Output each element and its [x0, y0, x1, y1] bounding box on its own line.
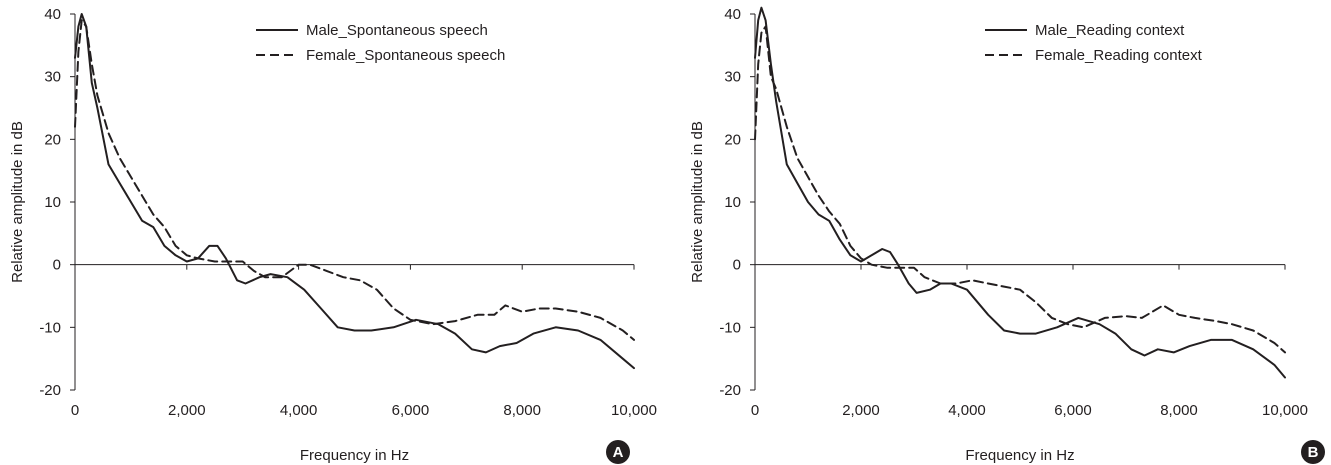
panel-badge-a: A — [606, 440, 630, 464]
y-tick-label: 40 — [724, 6, 741, 23]
y-tick-label: 10 — [724, 194, 741, 211]
x-tick-label: 4,000 — [280, 402, 318, 419]
y-axis-title: Relative amplitude in dB — [689, 121, 706, 283]
y-tick-label: 0 — [53, 257, 61, 274]
y-tick-label: 40 — [44, 6, 61, 23]
y-axis-title-wrap: Relative amplitude in dB — [689, 121, 706, 283]
x-tick-label: 2,000 — [168, 402, 206, 419]
x-tick-label: 8,000 — [503, 402, 541, 419]
y-tick-label: 0 — [733, 257, 741, 274]
y-axis-title-wrap: Relative amplitude in dB — [9, 121, 26, 283]
x-tick-label: 6,000 — [392, 402, 430, 419]
x-tick-label: 6,000 — [1054, 402, 1092, 419]
y-tick-label: 20 — [724, 131, 741, 148]
chart-panel-a: Relative amplitude in dB Frequency in Hz… — [9, 6, 657, 464]
x-tick-label: 4,000 — [948, 402, 986, 419]
x-axis-title: Frequency in Hz — [965, 447, 1074, 464]
series-line-2 — [74, 19, 635, 341]
y-tick-label: 30 — [44, 69, 61, 86]
y-tick-label: -20 — [719, 382, 741, 399]
legend-label-series-1: Male_Spontaneous speech — [306, 22, 488, 39]
panel-badge-label: B — [1308, 444, 1319, 461]
series-line-1 — [74, 13, 635, 370]
x-tick-label: 8,000 — [1160, 402, 1198, 419]
x-tick-label: 10,000 — [1262, 402, 1308, 419]
panel-badge-circle — [1301, 440, 1325, 464]
y-tick-label: -10 — [719, 319, 741, 336]
y-tick-label: -20 — [39, 382, 61, 399]
panel-badge-label: A — [613, 444, 624, 461]
chart-panel-b: Relative amplitude in dB Frequency in Hz… — [689, 6, 1325, 464]
panel-badge-b: B — [1301, 440, 1325, 464]
x-axis-title: Frequency in Hz — [300, 447, 409, 464]
x-tick-label: 0 — [71, 402, 79, 419]
series-line-1 — [754, 6, 1286, 379]
y-tick-label: 30 — [724, 69, 741, 86]
x-tick-label: 2,000 — [842, 402, 880, 419]
series-line-2 — [754, 25, 1286, 354]
x-tick-label: 0 — [751, 402, 759, 419]
y-tick-label: -10 — [39, 319, 61, 336]
panel-badge-circle — [606, 440, 630, 464]
legend-label-series-2: Female_Reading context — [1035, 47, 1203, 64]
y-tick-label: 20 — [44, 131, 61, 148]
legend-label-series-2: Female_Spontaneous speech — [306, 47, 505, 64]
y-axis-title: Relative amplitude in dB — [9, 121, 26, 283]
x-tick-label: 10,000 — [611, 402, 657, 419]
legend-label-series-1: Male_Reading context — [1035, 22, 1185, 39]
y-tick-label: 10 — [44, 194, 61, 211]
